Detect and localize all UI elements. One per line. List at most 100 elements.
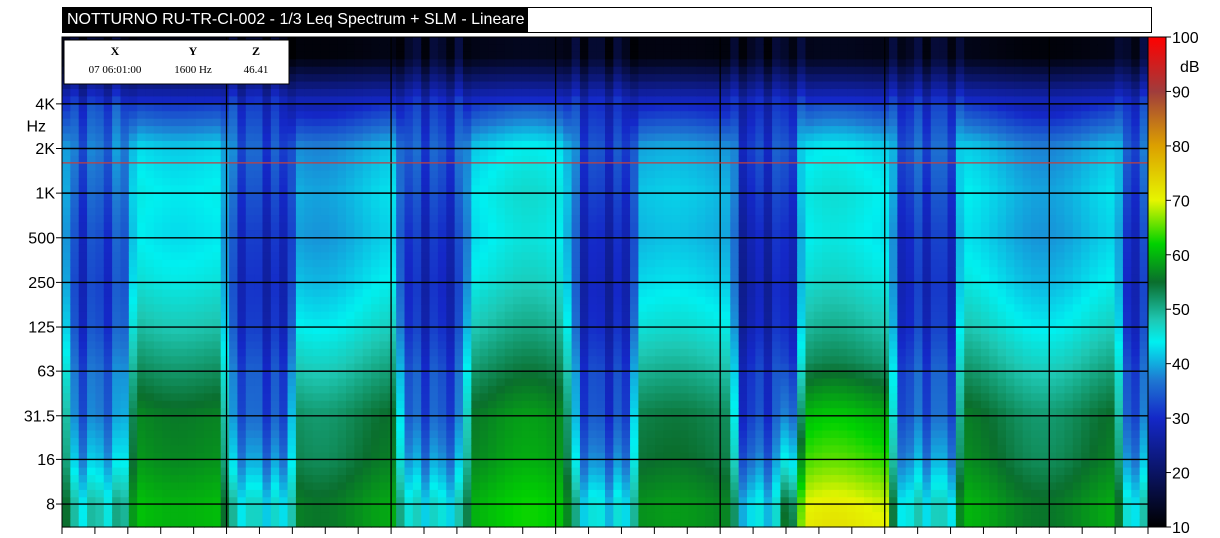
heatmap-cell [70, 126, 80, 135]
heatmap-cell [62, 192, 71, 201]
heatmap-cell [655, 304, 665, 313]
heatmap-cell [579, 326, 589, 335]
heatmap-cell [270, 103, 280, 112]
heatmap-cell [312, 44, 322, 53]
heatmap-cell [554, 133, 564, 142]
heatmap-cell [254, 215, 264, 224]
heatmap-cell [479, 363, 489, 372]
heatmap-cell [337, 59, 347, 68]
heatmap-cell [504, 482, 514, 491]
heatmap-cell [70, 326, 80, 335]
heatmap-cell [671, 512, 681, 521]
heatmap-cell [671, 244, 681, 253]
heatmap-cell [145, 207, 155, 216]
heatmap-cell [362, 133, 372, 142]
heatmap-cell [454, 385, 464, 394]
heatmap-cell [655, 230, 665, 239]
heatmap-cell [396, 430, 406, 439]
heatmap-cell [78, 437, 88, 446]
heatmap-cell [621, 363, 631, 372]
heatmap-cell [638, 504, 648, 513]
heatmap-cell [613, 467, 623, 476]
heatmap-cell [513, 44, 523, 53]
heatmap-cell [404, 66, 414, 75]
heatmap-cell [429, 259, 439, 268]
heatmap-cell [362, 230, 372, 239]
heatmap-cell [312, 51, 322, 60]
heatmap-cell [371, 482, 381, 491]
heatmap-cell [554, 37, 564, 46]
heatmap-cell [529, 118, 539, 127]
heatmap-cell [404, 274, 414, 283]
heatmap-cell [513, 163, 523, 172]
heatmap-cell [638, 66, 648, 75]
heatmap-cell [588, 267, 598, 276]
heatmap-cell [630, 237, 640, 246]
heatmap-cell [229, 96, 239, 105]
heatmap-cell [479, 252, 489, 261]
heatmap-cell [379, 289, 389, 298]
heatmap-cell [295, 371, 305, 380]
heatmap-cell [688, 215, 698, 224]
heatmap-cell [195, 326, 205, 335]
heatmap-cell [396, 363, 406, 372]
heatmap-cell [346, 140, 355, 149]
heatmap-cell [379, 475, 389, 484]
heatmap-cell [170, 170, 180, 179]
heatmap-cell [204, 103, 213, 112]
heatmap-cell [479, 155, 489, 164]
heatmap-cell [128, 155, 138, 164]
heatmap-cell [546, 126, 556, 135]
heatmap-cell [479, 512, 489, 521]
heatmap-cell [454, 437, 464, 446]
heatmap-cell [680, 282, 690, 291]
heatmap-cell [646, 244, 656, 253]
heatmap-cell [220, 378, 230, 387]
heatmap-cell [588, 311, 598, 320]
heatmap-cell [262, 482, 272, 491]
heatmap-cell [396, 482, 406, 491]
heatmap-cell [571, 274, 581, 283]
heatmap-cell [671, 66, 681, 75]
heatmap-cell [320, 88, 330, 97]
heatmap-cell [504, 437, 514, 446]
heatmap-cell [605, 519, 614, 528]
heatmap-cell [437, 482, 447, 491]
heatmap-cell [371, 51, 381, 60]
heatmap-cell [504, 282, 514, 291]
heatmap-cell [95, 445, 105, 454]
heatmap-cell [112, 230, 122, 239]
heatmap-cell [379, 326, 389, 335]
heatmap-cell [87, 81, 97, 90]
heatmap-cell [103, 504, 113, 513]
heatmap-cell [354, 467, 364, 476]
heatmap-cell [446, 482, 456, 491]
heatmap-cell [187, 140, 197, 149]
heatmap-cell [295, 267, 305, 276]
heatmap-cell [613, 408, 623, 417]
heatmap-cell [387, 385, 397, 394]
heatmap-cell [153, 445, 163, 454]
heatmap-cell [229, 88, 239, 97]
heatmap-cell [162, 423, 172, 432]
heatmap-cell [538, 482, 548, 491]
heatmap-cell [279, 192, 289, 201]
heatmap-cell [538, 430, 548, 439]
heatmap-cell [187, 185, 197, 194]
heatmap-cell [379, 185, 389, 194]
heatmap-cell [521, 467, 531, 476]
heatmap-cell [663, 482, 673, 491]
heatmap-cell [220, 170, 230, 179]
heatmap-cell [404, 178, 414, 187]
heatmap-cell [112, 289, 122, 298]
heatmap-cell [646, 460, 656, 469]
heatmap-cell [538, 437, 548, 446]
heatmap-cell [187, 88, 197, 97]
heatmap-cell [178, 489, 188, 498]
heatmap-cell [320, 393, 330, 402]
heatmap-cell [496, 296, 506, 305]
heatmap-cell [437, 118, 447, 127]
heatmap-cell [462, 437, 472, 446]
heatmap-cell [421, 192, 431, 201]
heatmap-cell [270, 155, 280, 164]
